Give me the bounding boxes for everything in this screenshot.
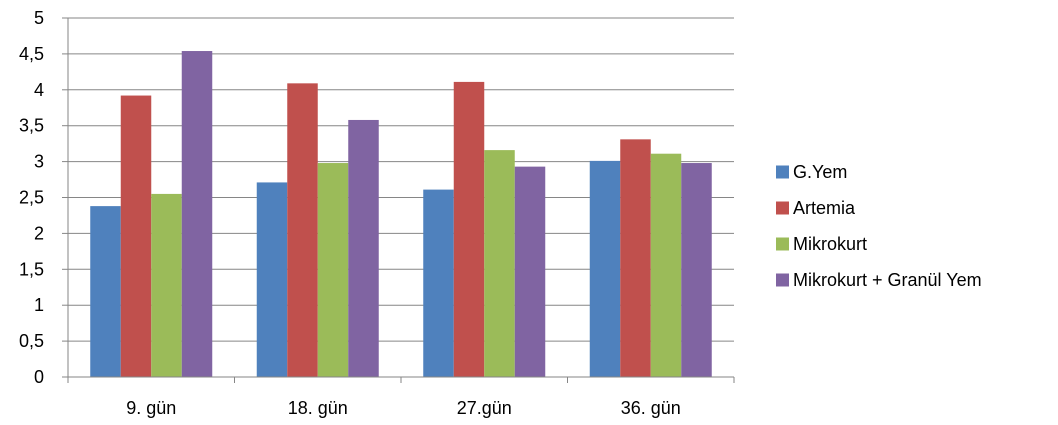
bar-mikrokurt-2	[484, 150, 515, 377]
axes	[62, 17, 735, 383]
bar-mikrokurt-gran-l-yem-3	[681, 163, 712, 377]
y-tick-label: 4	[34, 80, 44, 100]
x-category-label: 18. gün	[288, 398, 348, 418]
y-tick-label: 2,5	[19, 188, 44, 208]
bar-mikrokurt-0	[151, 193, 182, 377]
bar-artemia-0	[120, 95, 152, 377]
bar-mikrokurt-1	[317, 163, 349, 377]
y-tick-label: 0	[34, 367, 44, 387]
bar-g-yem-0	[90, 206, 121, 377]
y-tick-label: 3	[34, 152, 44, 172]
legend-swatch	[776, 273, 789, 287]
legend-label: Artemia	[793, 198, 856, 218]
bars	[90, 51, 712, 378]
y-tick-label: 1	[34, 295, 44, 315]
bar-artemia-3	[620, 139, 651, 377]
bar-artemia-2	[453, 81, 485, 377]
y-tick-label: 5	[34, 8, 44, 28]
legend: G.Yem Artemia Mikrokurt Mikrokurt + Granül …	[776, 162, 982, 290]
y-tick-label: 3,5	[19, 116, 44, 136]
legend-label: Mikrokurt	[793, 234, 867, 254]
bar-mikrokurt-gran-l-yem-1	[348, 119, 379, 378]
legend-swatch	[776, 165, 789, 179]
bar-g-yem-3	[589, 160, 621, 377]
x-axis-category-labels: 9. gün 18. gün 27.gün 36. gün	[126, 398, 681, 418]
x-category-label: 9. gün	[126, 398, 176, 418]
y-tick-label: 2	[34, 223, 44, 243]
bar-mikrokurt-gran-l-yem-0	[181, 51, 213, 377]
legend-swatch	[776, 201, 789, 215]
y-tick-label: 1,5	[19, 259, 44, 279]
bar-g-yem-1	[256, 182, 288, 377]
legend-swatch	[776, 237, 789, 251]
legend-label: G.Yem	[793, 162, 847, 182]
x-category-label: 36. gün	[621, 398, 681, 418]
bar-mikrokurt-3	[650, 153, 682, 377]
bar-artemia-1	[287, 83, 318, 377]
x-category-label: 27.gün	[457, 398, 512, 418]
legend-label: Mikrokurt + Granül Yem	[793, 270, 982, 290]
bar-mikrokurt-gran-l-yem-2	[514, 166, 546, 377]
y-axis-tick-labels: 0 0,5 1 1,5 2 2,5 3 3,5 4 4,5 5	[19, 8, 44, 387]
y-tick-label: 0,5	[19, 331, 44, 351]
bar-g-yem-2	[423, 189, 454, 377]
y-tick-label: 4,5	[19, 44, 44, 64]
